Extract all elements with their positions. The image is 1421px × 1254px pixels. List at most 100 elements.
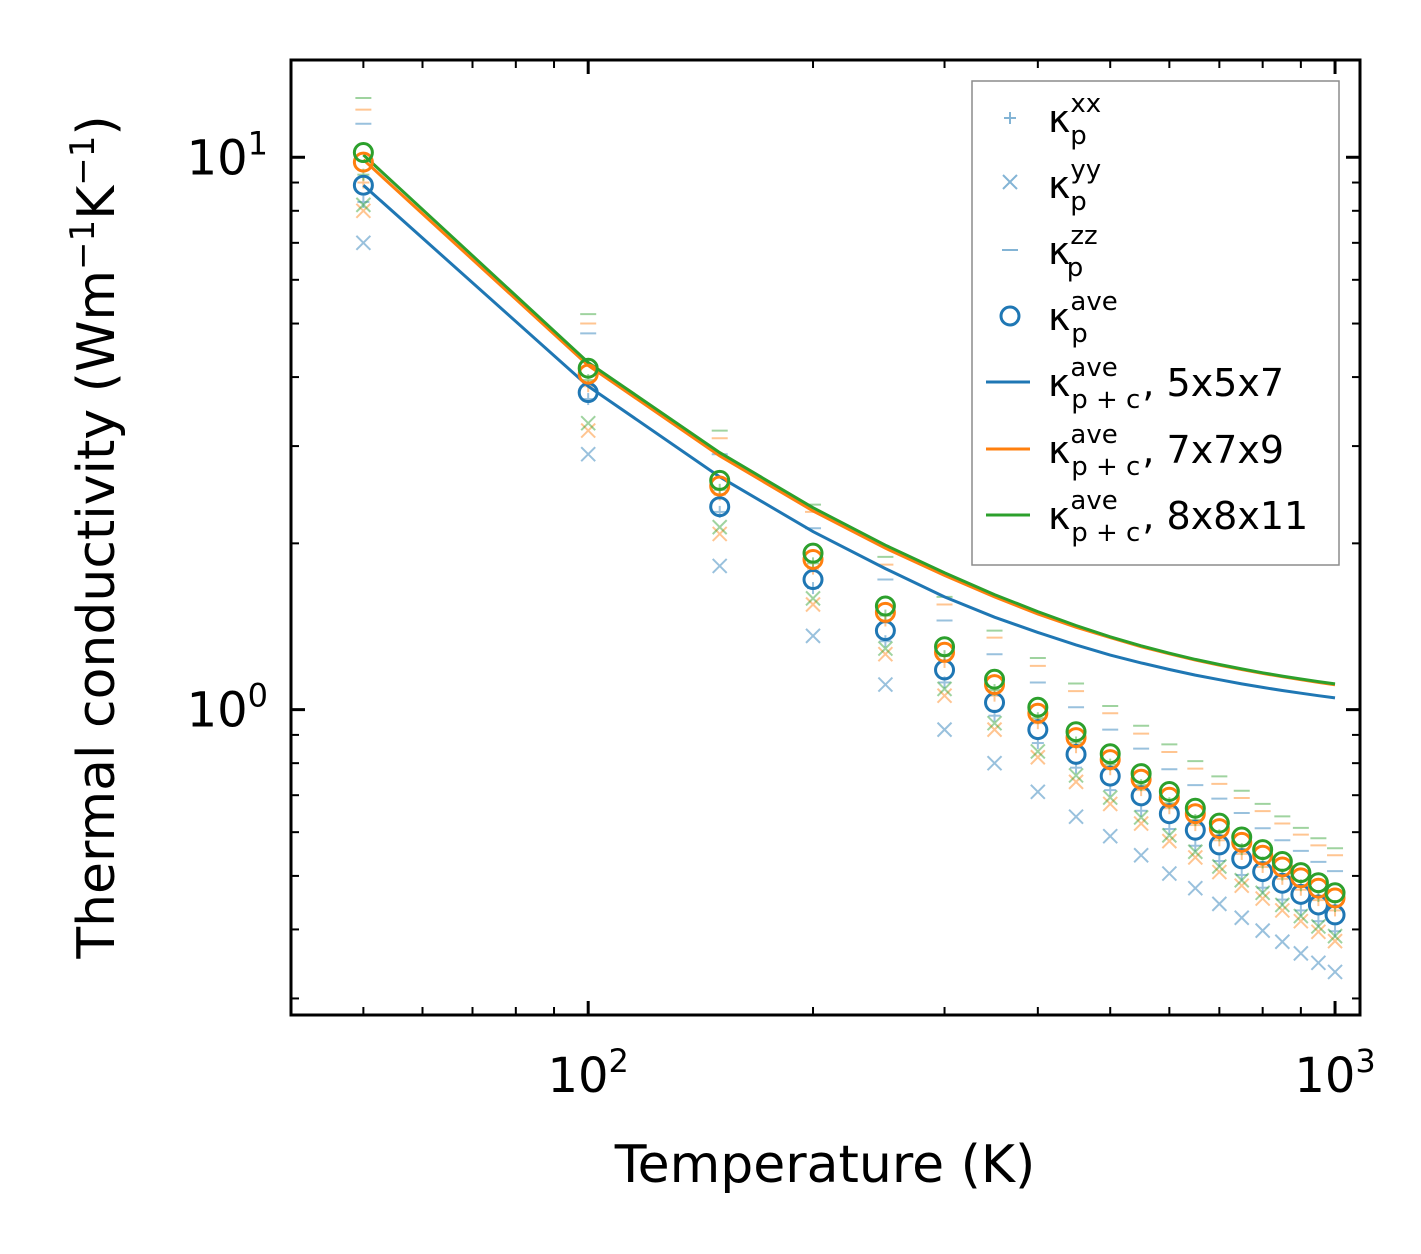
kyy-point [712,526,728,542]
kxx-point [357,195,370,208]
kave-point [1027,719,1049,741]
kxx-point [1235,868,1248,881]
kyy-point [1187,849,1204,866]
kyy-point [1293,913,1309,929]
kave-point [1252,844,1274,866]
kave-point [1099,749,1121,771]
kyy-point [1327,933,1343,949]
kave-point [1271,872,1293,894]
kyy-point [986,721,1003,738]
legend-entry-ktot0: κave p + c, 5x5x7 [986,353,1284,415]
kyy-point [1293,945,1309,962]
kyy-point [877,676,894,693]
kave-point [1271,850,1293,872]
legend-entry-ktot1: κave p + c, 7x7x9 [986,420,1284,482]
tick-labels: 102 103 100 101 [187,124,1376,1104]
kave-point [1324,882,1346,904]
legend-label: κyy p [1048,155,1101,217]
kxx-point [1135,804,1148,817]
kave-point [1231,848,1253,870]
legend-entry-kyy: κyy p [1002,155,1101,217]
legend-handle-kxx [1004,112,1016,124]
kave-point [1130,768,1152,790]
legend-entry-ktot2: κave p + c, 8x8x11 [986,486,1308,548]
kyy-point [355,235,372,251]
kyy-point [1030,743,1046,760]
kyy-point [1274,897,1291,913]
kxx-point [1329,925,1342,938]
ktot-line-8x8x11 [362,153,1336,686]
kave-point [802,548,824,570]
legend-entry-kxx: κxx p [1004,89,1101,151]
kave-point [577,357,599,379]
kyy-point [1161,833,1178,849]
kyy-point [580,415,596,431]
kave-point [934,641,956,663]
kave-point [1158,780,1180,802]
kyy-point [1211,896,1228,912]
kyy-point [805,590,821,607]
legend-label: κave p + c, 7x7x9 [1048,420,1284,482]
plot-marks [352,97,1346,980]
series-kave-7x7x9 [352,151,1346,909]
kave-point [1099,743,1121,765]
kyy-point [805,596,821,613]
kave-point [1184,797,1206,819]
kave-point [1307,872,1329,894]
kyy-point [1234,877,1250,894]
kave-point [1271,856,1293,878]
kave-point [709,475,731,497]
kyy-point [1274,934,1291,950]
kave-point [352,174,374,196]
x-axis-label: Temperature (K) [614,1135,1036,1195]
kave-point [1208,834,1230,856]
kyy-point [805,628,821,644]
kxx-point [1213,855,1226,868]
kave-point [1065,727,1087,749]
kyy-point [580,422,596,439]
kave-point [1027,696,1049,718]
legend-label: κxx p [1048,89,1101,151]
kyy-point [877,640,894,657]
y-axis-label: Thermal conductivity (Wm−1K−1) [63,115,127,959]
kyy-point [1211,864,1228,880]
series-kave-8x8x11 [352,142,1346,904]
legend-entry-kave: κave p [999,287,1118,349]
y-tick-label: 100 [187,677,268,739]
kyy-point [936,681,953,697]
x-tick-label: 102 [547,1042,628,1104]
kave-point [984,668,1006,690]
kyy-point [1234,910,1250,926]
kave-point [1208,812,1230,834]
kyy-point [1211,858,1228,875]
kave-point [1130,763,1152,785]
kyy-point [1133,847,1149,863]
kyy-point [936,687,953,704]
kyy-point [1068,808,1084,825]
kyy-point [355,197,372,213]
kave-point [1158,786,1180,808]
kyy-point [986,715,1003,731]
kave-point [352,142,374,164]
kyy-point [1102,789,1118,806]
kyy-point [877,646,894,662]
kave-point [802,542,824,564]
ktot-line-5x5x7 [362,184,1336,700]
y-tick-label: 101 [187,124,268,186]
kyy-point [1133,815,1149,832]
kave-point [1252,861,1274,883]
kxx-point [1256,881,1269,894]
kyy-point [1102,828,1118,844]
kyy-point [1030,784,1046,800]
kxx-point [879,635,892,648]
kyy-point [712,519,728,535]
kave-point [709,469,731,491]
kyy-point [1102,796,1118,812]
kyy-point [1310,918,1327,935]
kave-point [1027,702,1049,724]
kyy-point [712,558,728,574]
kyy-point [1274,902,1291,919]
kave-point [1158,803,1180,825]
